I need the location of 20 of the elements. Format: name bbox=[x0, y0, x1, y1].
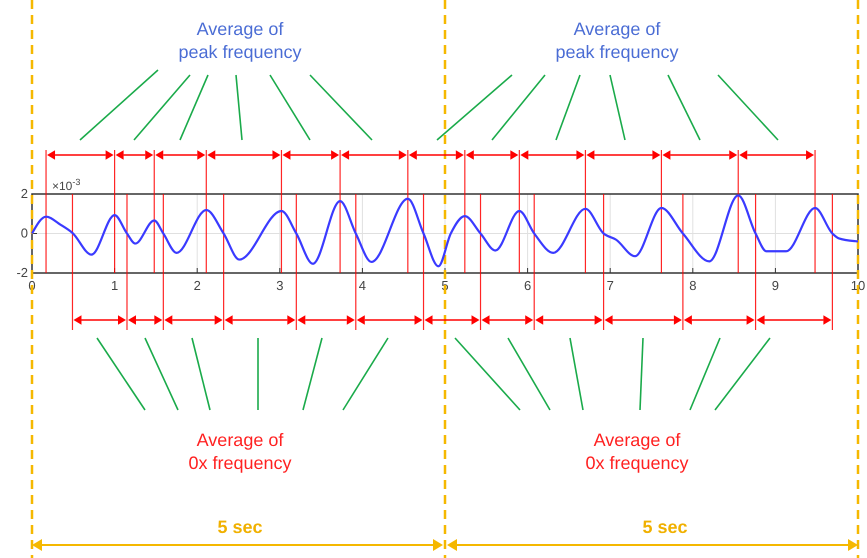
x-tick-label: 4 bbox=[358, 278, 366, 294]
text: Average of peak frequency bbox=[555, 19, 679, 62]
x-tick-label: 1 bbox=[110, 278, 118, 294]
text: 5 sec bbox=[642, 517, 688, 537]
x-tick-label: 3 bbox=[276, 278, 284, 294]
text: Average of 0x frequency bbox=[188, 430, 292, 473]
y-tick-label: 0 bbox=[20, 226, 28, 241]
y-tick-label: -2 bbox=[16, 265, 28, 280]
text: Average of peak frequency bbox=[178, 19, 302, 62]
x-tick-label: 6 bbox=[524, 278, 532, 294]
text: Average of 0x frequency bbox=[585, 430, 689, 473]
text: 5 sec bbox=[217, 517, 263, 537]
y-tick-label: 2 bbox=[20, 186, 28, 202]
line-series bbox=[30, 194, 860, 268]
x-tick-label: 8 bbox=[689, 278, 696, 294]
x-tick-label: 10 bbox=[850, 278, 866, 294]
x-tick-label: 9 bbox=[772, 278, 780, 294]
x-tick-label: 2 bbox=[194, 278, 201, 294]
text: ×10$^{-3}$ bbox=[52, 177, 80, 193]
x-tick-label: 7 bbox=[606, 278, 614, 294]
